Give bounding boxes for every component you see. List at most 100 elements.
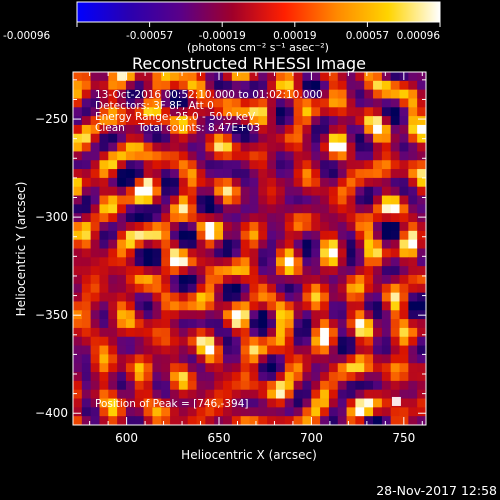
heatmap-cell — [284, 407, 295, 417]
heatmap-cell — [240, 416, 250, 425]
heatmap-cell — [223, 310, 233, 320]
heatmap-cell — [170, 98, 180, 108]
heatmap-cell — [346, 133, 356, 143]
heatmap-cell — [196, 319, 206, 329]
heatmap-cell — [328, 107, 339, 117]
heatmap-cell — [408, 416, 418, 425]
heatmap-cell — [302, 283, 312, 294]
heatmap-cell — [275, 301, 286, 311]
heatmap-cell — [364, 292, 374, 302]
heatmap-cell — [143, 98, 153, 108]
heatmap-cell — [152, 310, 162, 320]
heatmap-cell — [125, 213, 136, 223]
heatmap-cell — [267, 398, 277, 408]
heatmap-cell — [399, 230, 409, 241]
heatmap-cell — [108, 124, 118, 135]
heatmap-cell — [302, 292, 312, 302]
heatmap-cell — [328, 142, 339, 152]
heatmap-cell — [90, 301, 100, 311]
heatmap-cell — [134, 133, 144, 143]
heatmap-cell — [399, 345, 409, 355]
heatmap-cell — [275, 213, 286, 223]
heatmap-cell — [108, 345, 118, 355]
heatmap-cell — [99, 177, 109, 188]
heatmap-cell — [196, 283, 206, 294]
heatmap-cell — [231, 142, 242, 152]
heatmap-cell — [108, 151, 118, 161]
heatmap-cell — [249, 372, 259, 382]
heatmap-cell — [417, 195, 426, 205]
heatmap-cell — [81, 336, 92, 346]
heatmap-cell — [355, 319, 365, 329]
heatmap-cell — [408, 363, 418, 373]
heatmap-cell — [399, 274, 409, 285]
heatmap-cell — [408, 301, 418, 311]
heatmap-cell — [328, 239, 339, 249]
heatmap-cell — [267, 372, 277, 382]
heatmap-cell — [293, 363, 303, 373]
heatmap-cell — [284, 160, 295, 170]
heatmap-cell — [355, 204, 365, 214]
annotation-detectors: Detectors: 3F 8F, Att 0 — [95, 100, 214, 112]
heatmap-cell — [417, 80, 426, 91]
heatmap-cell — [108, 336, 118, 346]
heatmap-cell — [346, 72, 356, 82]
heatmap-cell — [284, 248, 295, 258]
heatmap-cell — [267, 142, 277, 152]
heatmap-cell — [381, 363, 392, 373]
heatmap-cell — [143, 195, 153, 205]
chart-title: Reconstructed RHESSI Image — [132, 54, 366, 73]
heatmap-cell — [373, 257, 383, 267]
heatmap-cell — [231, 239, 242, 249]
heatmap-cell — [187, 266, 197, 276]
heatmap-cell — [240, 257, 250, 267]
heatmap-cell — [390, 389, 400, 399]
heatmap-cell — [108, 327, 118, 338]
heatmap-cell — [178, 319, 189, 329]
heatmap-cell — [170, 72, 180, 82]
heatmap-cell — [249, 310, 259, 320]
heatmap-cell — [214, 274, 224, 285]
heatmap-cell — [408, 354, 418, 364]
heatmap-cell — [170, 345, 180, 355]
colorbar-unit-label: (photons cm⁻² s⁻¹ asec⁻²) — [187, 41, 329, 54]
heatmap-cell — [364, 363, 374, 373]
heatmap-cell — [178, 239, 189, 249]
heatmap-cell — [408, 116, 418, 126]
heatmap-cell — [267, 301, 277, 311]
heatmap-cell — [267, 345, 277, 355]
heatmap-cell — [311, 345, 321, 355]
heatmap-cell — [196, 222, 206, 232]
heatmap-cell — [249, 186, 259, 196]
heatmap-cell — [196, 213, 206, 223]
heatmap-cell — [373, 310, 383, 320]
heatmap-cell — [178, 310, 189, 320]
heatmap-cell — [267, 407, 277, 417]
heatmap-cell — [117, 213, 127, 223]
heatmap-cell — [284, 310, 295, 320]
heatmap-cell — [355, 336, 365, 346]
heatmap-cell — [390, 89, 400, 99]
heatmap-cell — [417, 151, 426, 161]
heatmap-cell — [117, 319, 127, 329]
heatmap-cell — [90, 107, 100, 117]
heatmap-cell — [373, 283, 383, 294]
heatmap-cell — [311, 266, 321, 276]
heatmap-cell — [346, 230, 356, 241]
heatmap-cell — [187, 292, 197, 302]
heatmap-cell — [408, 204, 418, 214]
heatmap-cell — [240, 354, 250, 364]
heatmap-cell — [81, 354, 92, 364]
heatmap-cell — [390, 98, 400, 108]
heatmap-cell — [240, 124, 250, 135]
heatmap-cell — [90, 310, 100, 320]
heatmap-cell — [408, 177, 418, 188]
heatmap-cell — [231, 389, 242, 399]
heatmap-cell — [170, 239, 180, 249]
heatmap-cell — [134, 345, 144, 355]
heatmap-cell — [320, 248, 330, 258]
heatmap-cell — [143, 204, 153, 214]
heatmap-cell — [417, 116, 426, 126]
heatmap-cell — [178, 142, 189, 152]
heatmap-cell — [390, 213, 400, 223]
